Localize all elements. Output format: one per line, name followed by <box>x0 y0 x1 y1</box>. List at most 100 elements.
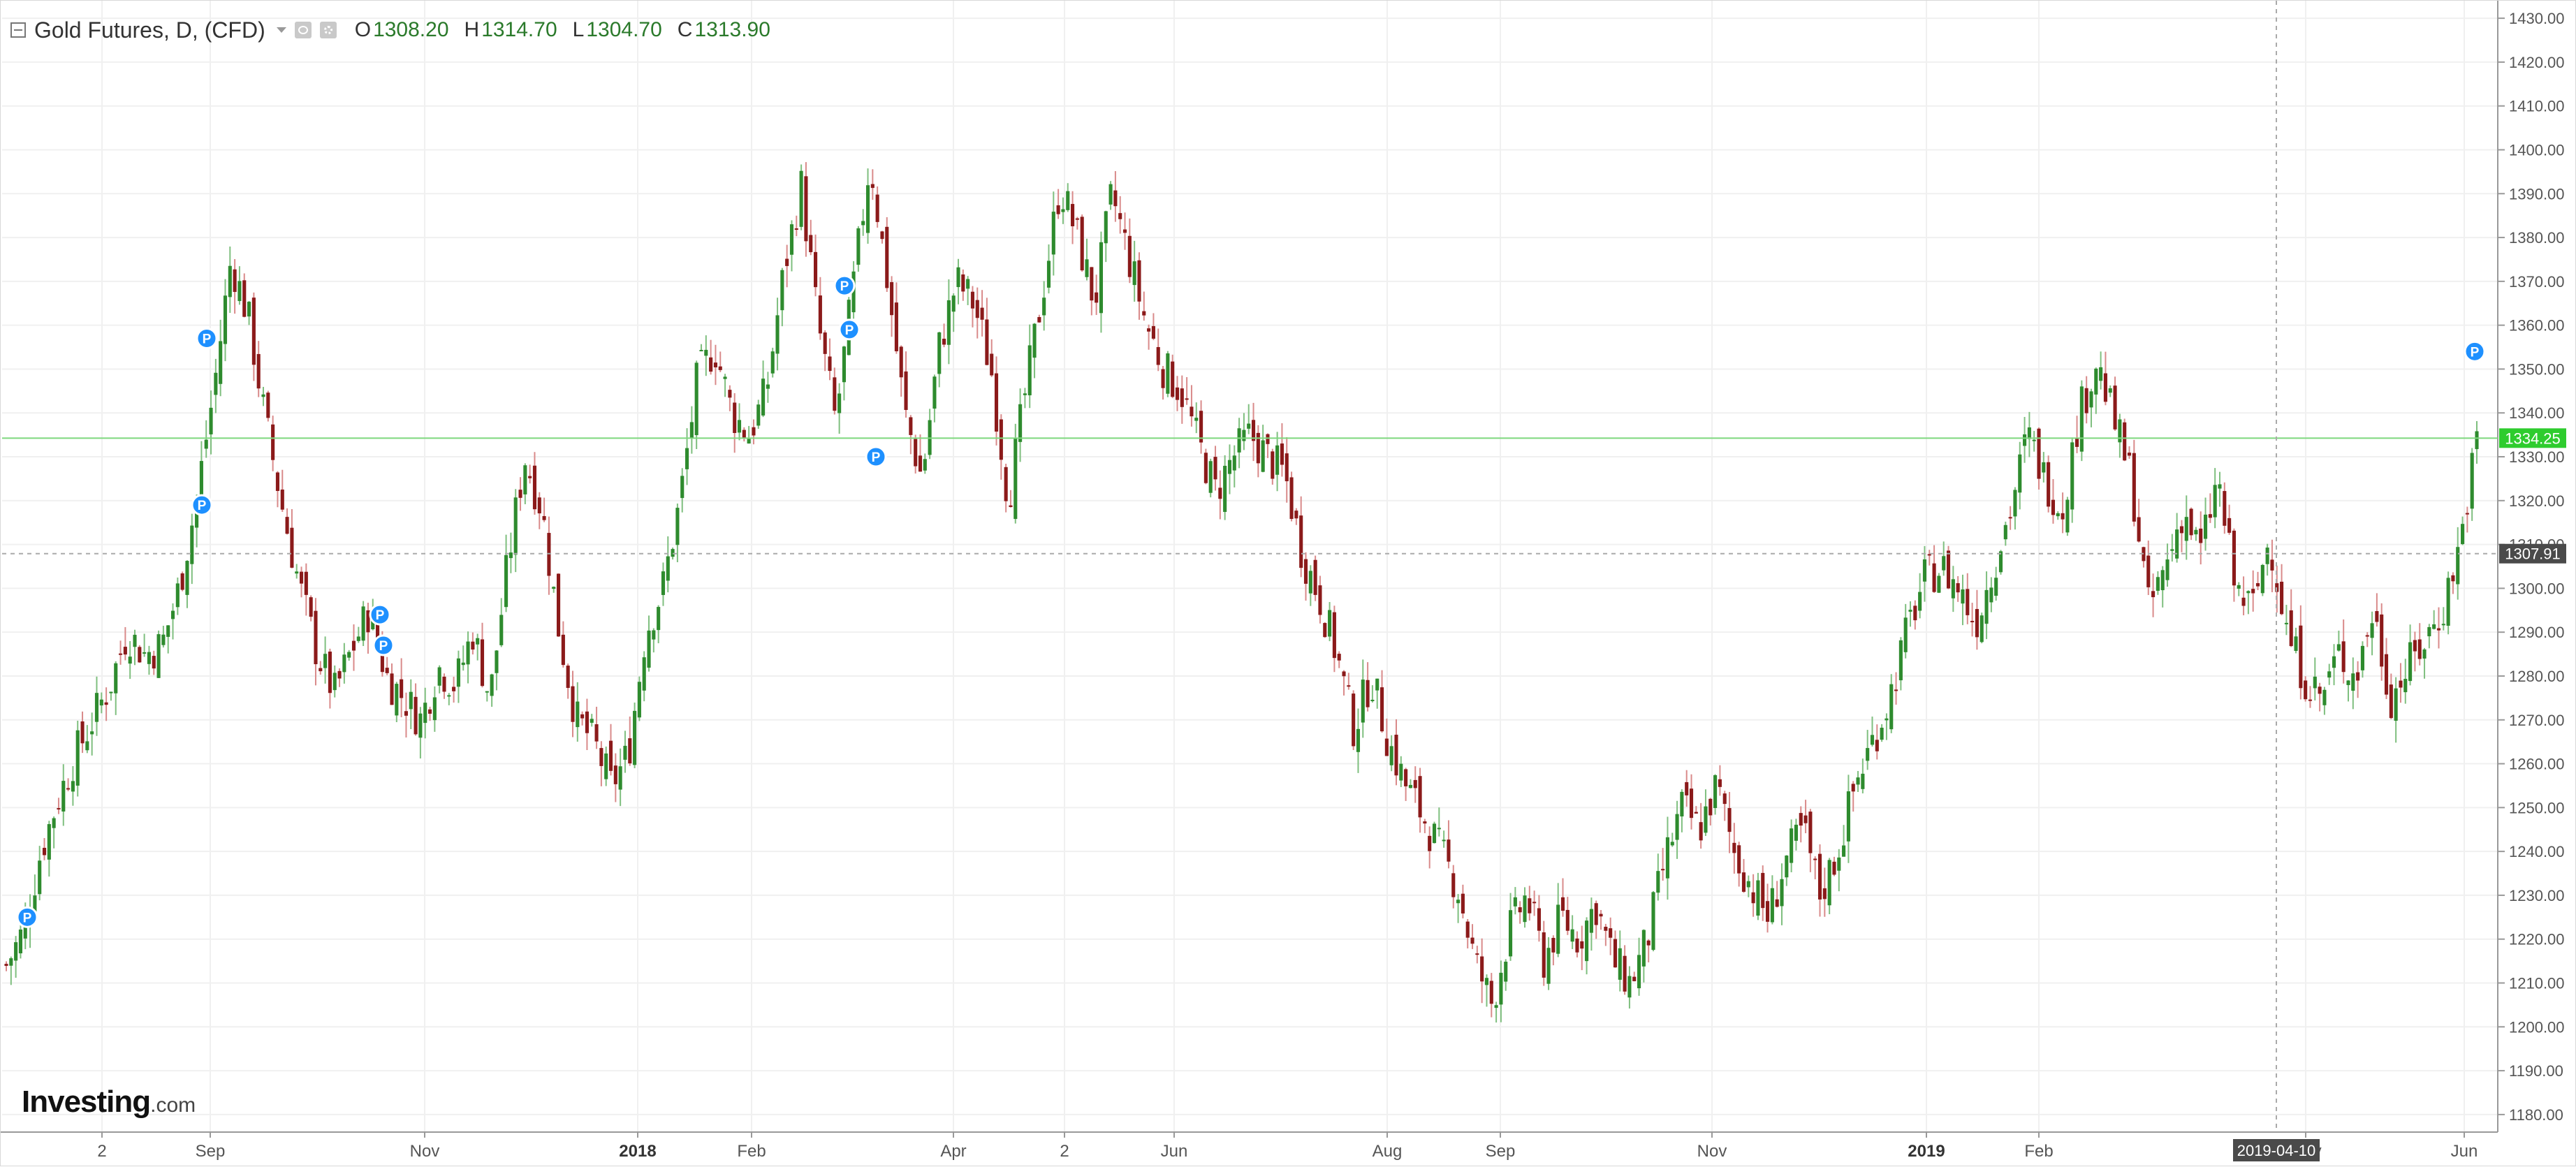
candle <box>2146 540 2151 596</box>
candle <box>2384 638 2389 700</box>
candle-body <box>914 439 918 467</box>
candle <box>170 603 175 640</box>
candle <box>290 508 294 568</box>
candle <box>2189 507 2193 541</box>
candle-body <box>2241 597 2246 606</box>
candle-body <box>485 691 489 693</box>
candle-body <box>1299 515 1303 568</box>
candle <box>1942 541 1946 576</box>
candle-body <box>1623 955 1627 992</box>
candle <box>2460 516 2465 545</box>
candle <box>1394 719 1398 786</box>
candle-body <box>661 571 666 595</box>
candle <box>180 571 184 592</box>
candle <box>223 279 228 362</box>
candle <box>661 562 666 606</box>
candle-body <box>427 709 432 714</box>
candle <box>2318 682 2322 712</box>
candle-body <box>2475 431 2479 450</box>
candle-body <box>875 194 879 222</box>
candle-body <box>956 267 960 288</box>
y-axis-tick-label: 1240.00 <box>2509 843 2565 860</box>
candle <box>518 477 522 511</box>
candle <box>1537 895 1541 942</box>
candle <box>332 665 337 698</box>
candle <box>266 390 270 422</box>
candle-body <box>75 730 80 786</box>
candle-body <box>1756 880 1760 916</box>
candle-body <box>937 332 942 374</box>
candle <box>2475 420 2479 464</box>
candle <box>1494 1001 1498 1023</box>
candle-body <box>2351 673 2355 691</box>
candle-body <box>518 490 522 498</box>
chevron-down-icon[interactable] <box>276 27 286 33</box>
candle <box>499 598 504 647</box>
candle-body <box>1856 777 1860 785</box>
candle-body <box>1932 563 1936 592</box>
collapse-icon[interactable] <box>10 22 26 38</box>
candle-body <box>1318 585 1322 615</box>
candle <box>1208 458 1213 498</box>
candle <box>1285 437 1289 503</box>
candle <box>1670 832 1674 847</box>
candle-body <box>219 341 223 384</box>
candle-body <box>9 958 13 966</box>
candle <box>1042 281 1046 331</box>
candle-body <box>2408 642 2413 682</box>
candle-body <box>1551 937 1556 953</box>
candle-body <box>2294 636 2298 652</box>
candle <box>1404 768 1408 801</box>
candle-body <box>1423 821 1427 824</box>
x-axis-tick-label: Apr <box>940 1142 966 1161</box>
candle <box>456 650 460 703</box>
candle-body <box>2013 490 2017 517</box>
candle <box>1722 791 1727 821</box>
candle-body <box>1175 387 1180 400</box>
event-marker: P <box>196 327 218 349</box>
candle-body <box>2003 524 2007 540</box>
settings-icon[interactable] <box>319 22 337 38</box>
grid-lines <box>2 1 2498 1132</box>
event-markers: P P P P P P P P P <box>16 274 2486 928</box>
candle <box>885 216 889 292</box>
visibility-icon[interactable] <box>294 22 312 38</box>
candle-body <box>1456 900 1461 904</box>
candle <box>542 497 546 522</box>
candle <box>756 399 761 430</box>
candle-body <box>723 376 727 379</box>
candle <box>2237 582 2241 596</box>
candle-body <box>2184 517 2188 541</box>
candle-body <box>1122 229 1127 233</box>
candle <box>742 427 746 442</box>
candle-body <box>1428 835 1432 851</box>
candle-body <box>2441 624 2445 626</box>
candle <box>133 629 137 666</box>
candle-body <box>828 356 832 372</box>
candle-body <box>623 745 627 760</box>
candle-body <box>2151 591 2156 598</box>
event-marker-circle <box>2464 340 2486 362</box>
candle-body <box>951 295 956 312</box>
candle <box>2441 607 2445 631</box>
candle-body <box>1589 909 1593 933</box>
candle <box>247 300 251 325</box>
candle <box>2018 441 2022 510</box>
candle-body <box>932 376 937 409</box>
candle <box>666 536 670 593</box>
candle <box>328 648 332 709</box>
candle <box>1132 240 1136 302</box>
candle <box>1799 806 1803 843</box>
candle-body <box>42 847 47 856</box>
candle-body <box>2132 453 2136 522</box>
candle-body <box>1180 388 1184 407</box>
candle-body <box>1813 858 1817 860</box>
candle-body <box>1489 981 1493 1004</box>
candle-body <box>1627 976 1632 998</box>
candle-body <box>385 668 389 673</box>
candle-body <box>33 895 37 916</box>
candle-body <box>2218 484 2222 489</box>
candle-body <box>2165 559 2169 580</box>
